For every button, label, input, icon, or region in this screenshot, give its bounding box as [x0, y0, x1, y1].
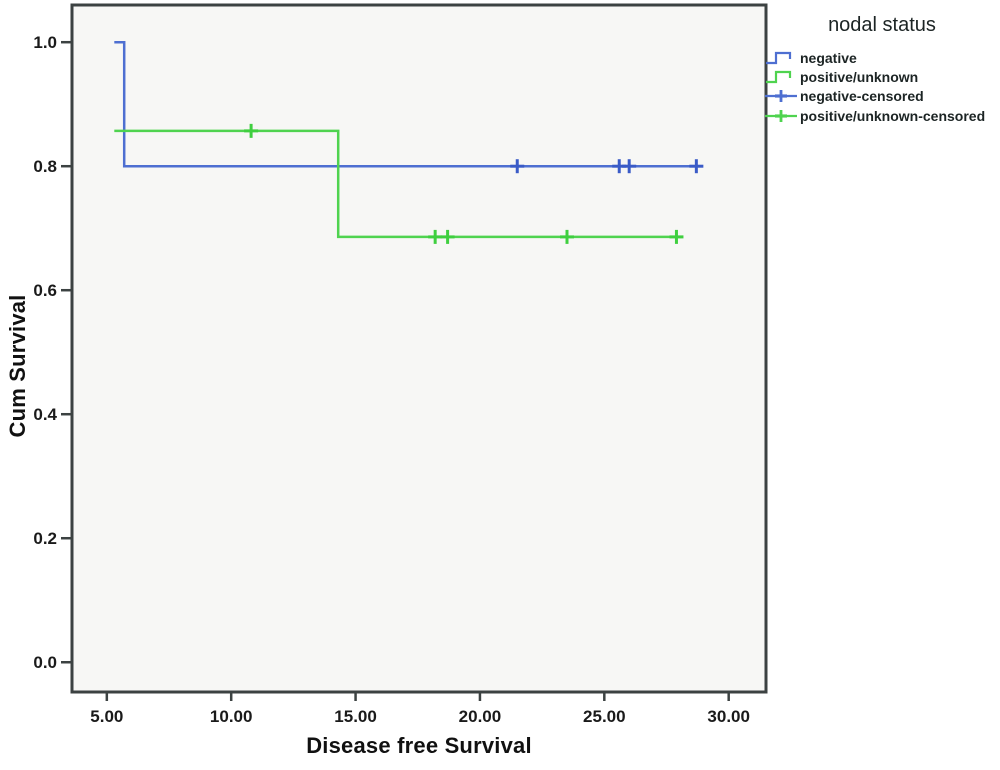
y-tick-label: 1.0	[33, 33, 57, 52]
x-tick-label: 10.00	[210, 707, 253, 726]
y-tick-label: 0.6	[33, 281, 57, 300]
y-tick-label: 0.8	[33, 157, 57, 176]
plot-background	[72, 5, 766, 692]
x-tick-label: 15.00	[334, 707, 377, 726]
legend-item-positive-unknown-censored: positive/unknown-censored	[764, 106, 1000, 125]
x-tick-label: 20.00	[459, 707, 502, 726]
legend-item-positive-unknown: positive/unknown	[764, 67, 1000, 86]
legend-item-negative: negative	[764, 48, 1000, 67]
y-tick-label: 0.4	[33, 405, 57, 424]
plot-frame	[70, 3, 768, 694]
legend-title: nodal status	[828, 14, 936, 36]
y-axis-title: Cum Survival	[5, 294, 30, 438]
y-tick-label: 0.2	[33, 529, 57, 548]
survival-curve-negative	[114, 40, 702, 168]
legend-item-label: positive/unknown-censored	[800, 107, 986, 124]
x-tick-label: 30.00	[707, 707, 750, 726]
legend-item-negative-censored: negative-censored	[764, 87, 1000, 106]
censored-plus-symbol-icon	[765, 90, 797, 103]
x-axis-title: Disease free Survival	[306, 733, 532, 758]
step-line-symbol-icon	[766, 70, 792, 84]
survival-curve-positive	[114, 129, 682, 239]
step-line-symbol-icon	[766, 51, 792, 64]
legend-item-label: positive/unknown	[800, 69, 919, 86]
censored-plus-symbol-icon	[765, 109, 797, 122]
y-tick-label: 0.0	[33, 653, 57, 672]
legend-item-label: negative-censored	[800, 88, 924, 105]
legend-item-label: negative	[800, 49, 857, 66]
x-tick-label: 25.00	[583, 707, 626, 726]
x-tick-label: 5.00	[90, 707, 123, 726]
legend: nodal status negative positive/unknown n…	[764, 14, 1000, 126]
